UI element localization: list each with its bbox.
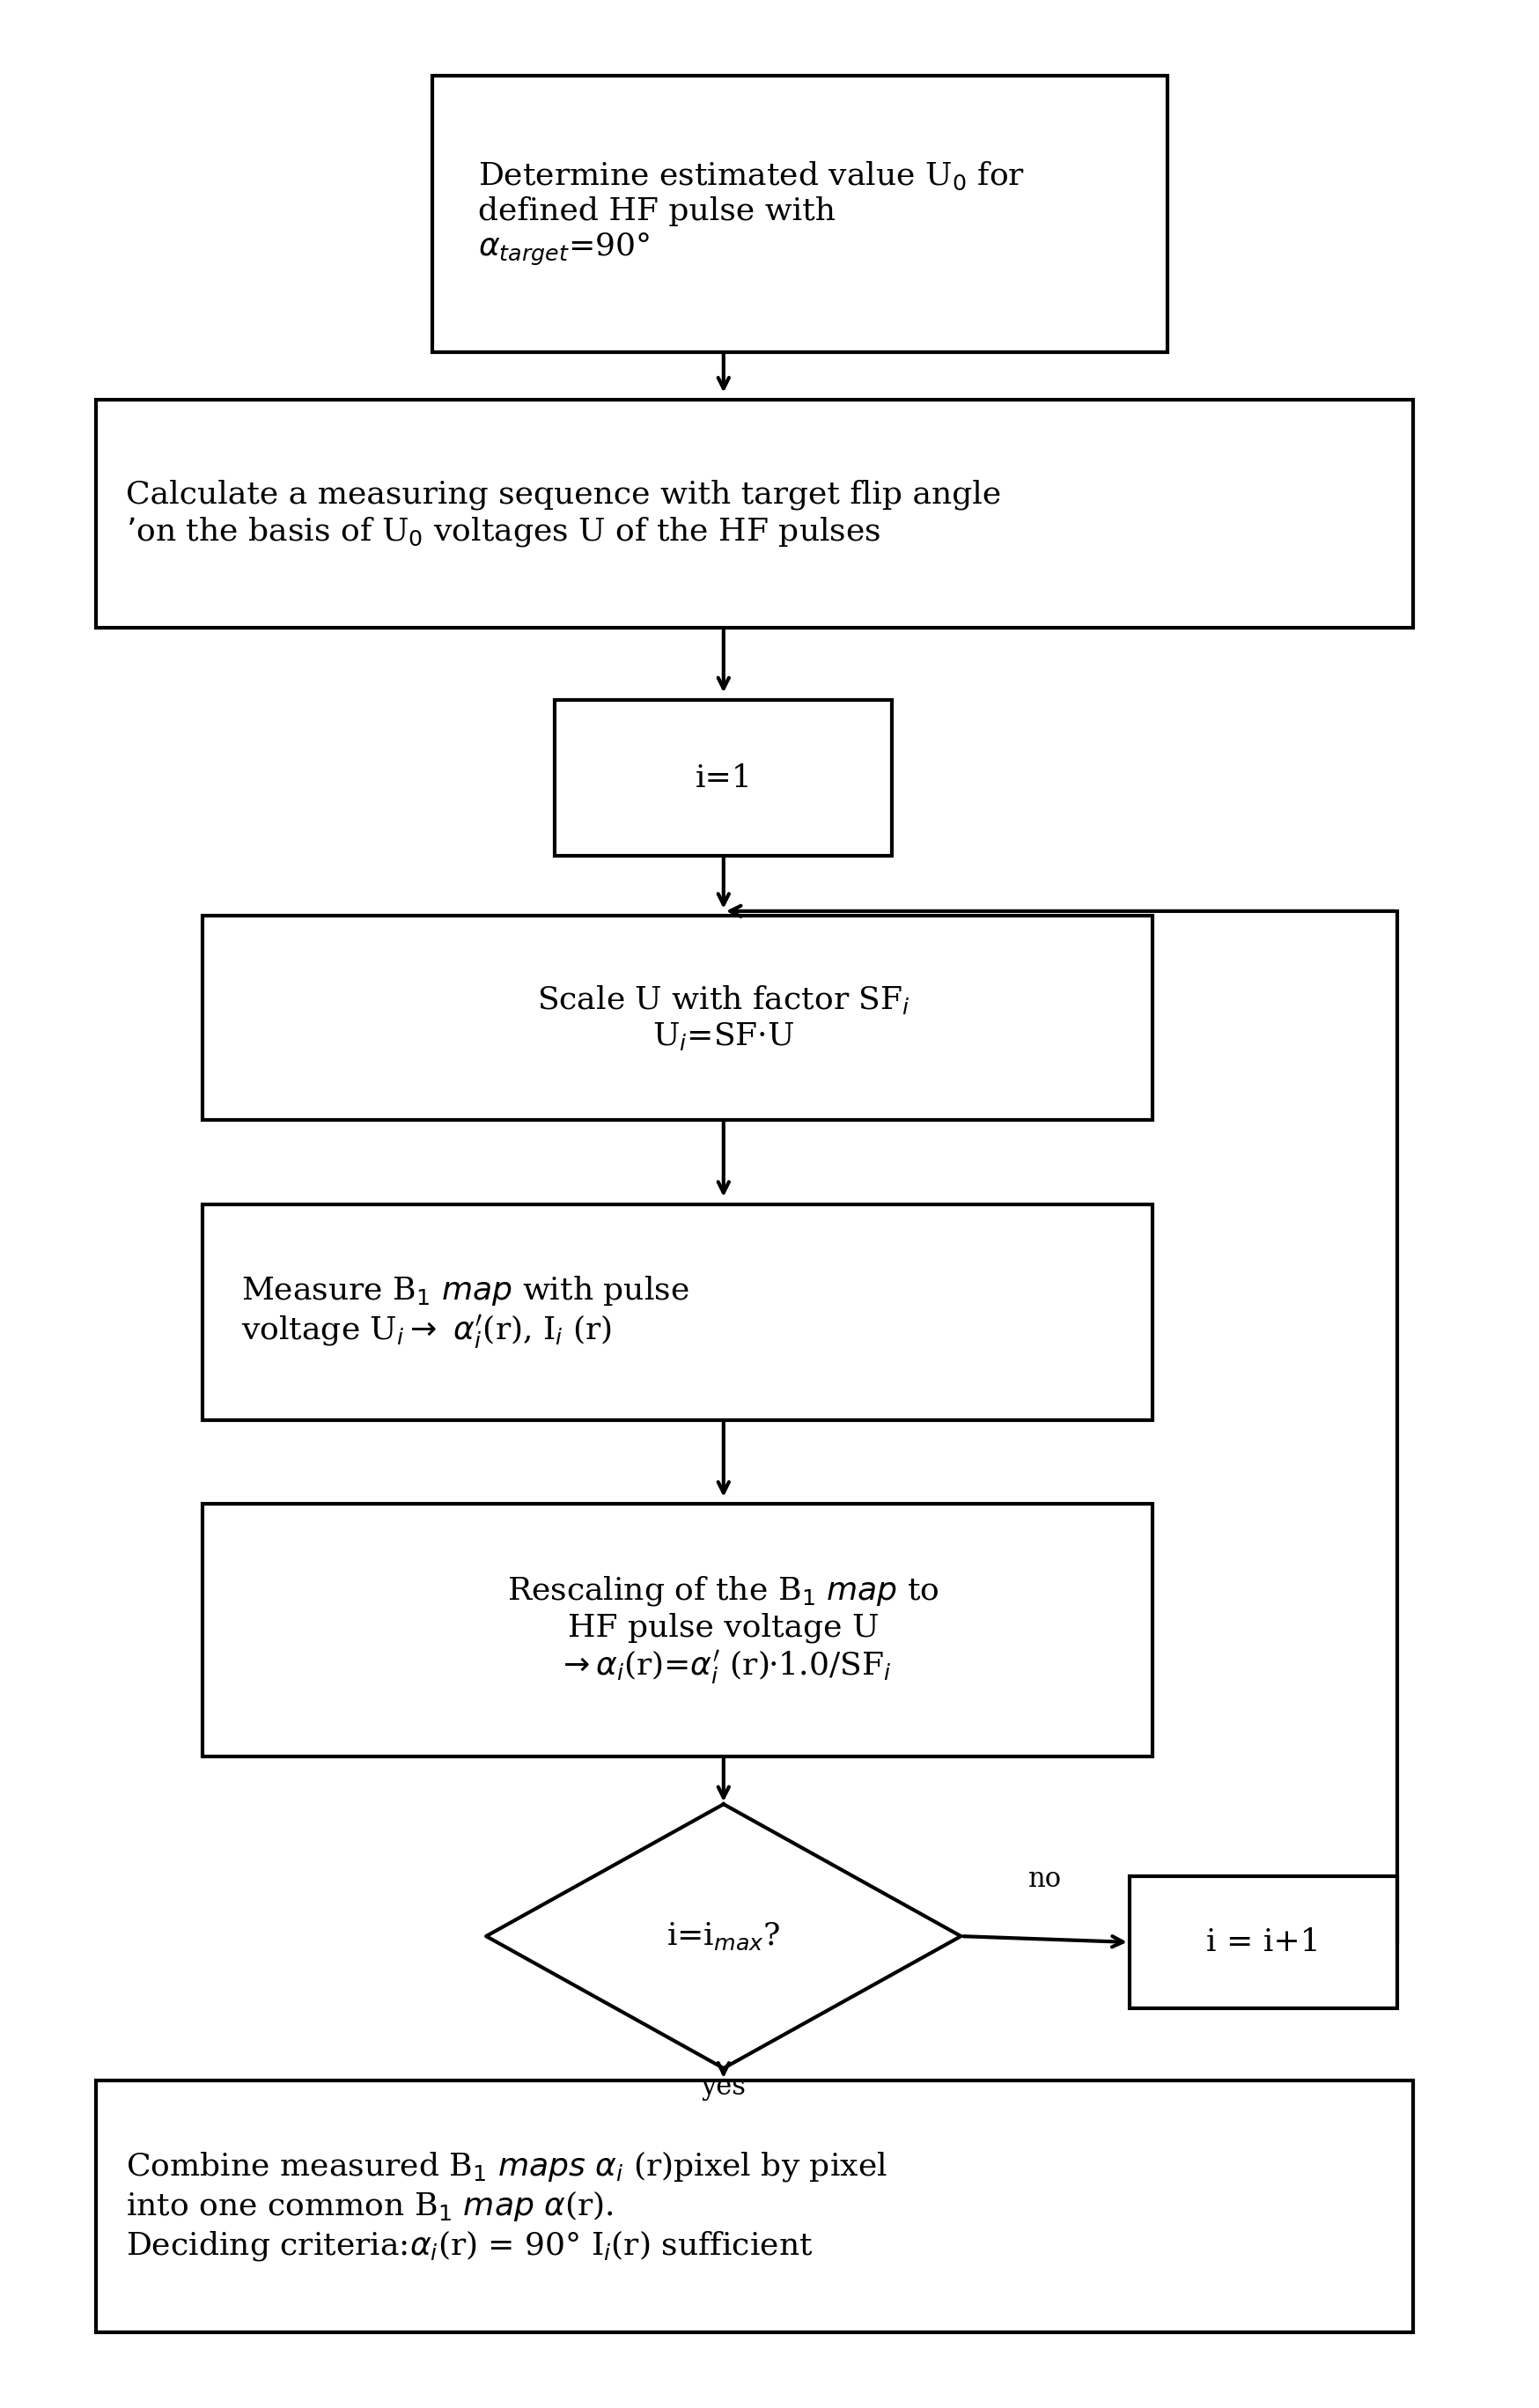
Bar: [1130, 1876, 1397, 2008]
Bar: [203, 1204, 1153, 1421]
Text: Combine measured B$_1$ $\mathit{maps}$ $\alpha_i$ (r)pixel by pixel
into one com: Combine measured B$_1$ $\mathit{maps}$ $…: [126, 2150, 888, 2264]
Text: i = i+1: i = i+1: [1207, 1926, 1320, 1958]
Text: i=i$_{max}$?: i=i$_{max}$?: [666, 1922, 780, 1953]
Bar: [95, 400, 1413, 628]
Text: Determine estimated value U$_0$ for
defined HF pulse with
$\alpha_{target}$=90°: Determine estimated value U$_0$ for defi…: [479, 159, 1025, 267]
Bar: [203, 1505, 1153, 1755]
Text: Scale U with factor SF$_i$
U$_i$=SF·U: Scale U with factor SF$_i$ U$_i$=SF·U: [537, 982, 910, 1052]
Bar: [556, 701, 893, 855]
Polygon shape: [486, 1804, 960, 2068]
Bar: [203, 915, 1153, 1120]
Text: Rescaling of the B$_1$ $\mathit{map}$ to
HF pulse voltage U
$\rightarrow$$\alpha: Rescaling of the B$_1$ $\mathit{map}$ to…: [508, 1575, 940, 1686]
Text: i=1: i=1: [696, 763, 753, 792]
Bar: [432, 75, 1168, 352]
Text: Measure B$_1$ $\mathit{map}$ with pulse
voltage U$_i$$\rightarrow$ $\alpha_i'$(r: Measure B$_1$ $\mathit{map}$ with pulse …: [242, 1274, 689, 1351]
Bar: [95, 2081, 1413, 2333]
Text: no: no: [1028, 1866, 1062, 1893]
Text: yes: yes: [702, 2073, 746, 2100]
Text: Calculate a measuring sequence with target flip angle
’on the basis of U$_0$ vol: Calculate a measuring sequence with targ…: [126, 479, 1002, 549]
